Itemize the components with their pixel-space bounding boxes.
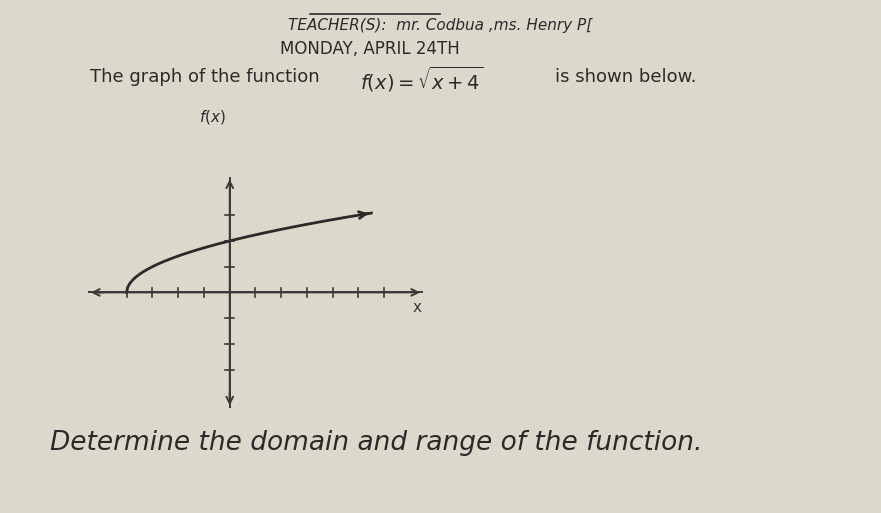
Text: $f(x)$: $f(x)$ xyxy=(198,108,226,126)
Text: MONDAY, APRIL 24TH: MONDAY, APRIL 24TH xyxy=(280,40,460,58)
Text: The graph of the function: The graph of the function xyxy=(90,68,320,86)
Text: TEACHER(S):  mr. Codbua ,ms. Henry P[: TEACHER(S): mr. Codbua ,ms. Henry P[ xyxy=(288,18,592,33)
Text: Determine the domain and range of the function.: Determine the domain and range of the fu… xyxy=(50,430,702,456)
Text: is shown below.: is shown below. xyxy=(555,68,697,86)
Text: $f(x) = \sqrt{x + 4}$: $f(x) = \sqrt{x + 4}$ xyxy=(360,65,484,94)
Text: x: x xyxy=(412,300,422,314)
